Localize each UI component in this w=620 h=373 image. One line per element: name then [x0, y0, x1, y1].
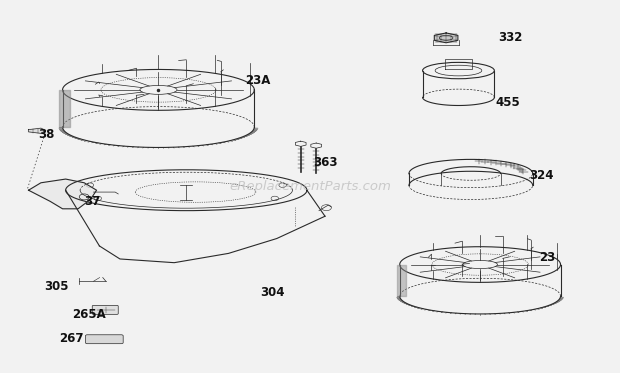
- Text: 23: 23: [539, 251, 555, 264]
- Text: 304: 304: [260, 286, 285, 299]
- Text: 455: 455: [495, 96, 520, 109]
- Text: 305: 305: [44, 280, 68, 293]
- FancyBboxPatch shape: [86, 335, 123, 344]
- Polygon shape: [29, 179, 97, 209]
- Text: 324: 324: [529, 169, 554, 182]
- Text: 332: 332: [498, 31, 523, 44]
- Text: 363: 363: [313, 156, 338, 169]
- Text: 37: 37: [84, 195, 100, 208]
- FancyBboxPatch shape: [92, 305, 118, 314]
- Text: 38: 38: [38, 128, 54, 141]
- Polygon shape: [29, 128, 46, 134]
- Text: 267: 267: [60, 332, 84, 345]
- Text: 265A: 265A: [72, 308, 105, 321]
- Text: eReplacementParts.com: eReplacementParts.com: [229, 180, 391, 193]
- Text: 23A: 23A: [245, 74, 270, 87]
